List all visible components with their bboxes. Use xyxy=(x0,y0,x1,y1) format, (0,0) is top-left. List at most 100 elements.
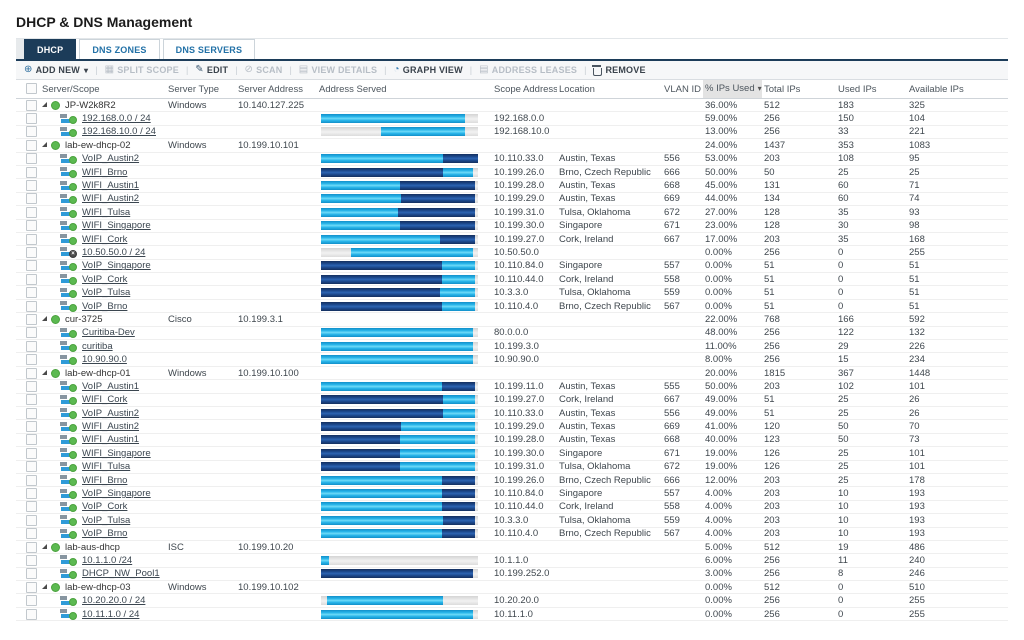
scope-link[interactable]: 192.168.0.0 / 24 xyxy=(82,113,151,125)
row-checkbox[interactable] xyxy=(26,233,37,245)
scope-link[interactable]: 192.168.10.0 / 24 xyxy=(82,126,156,138)
row-checkbox[interactable] xyxy=(26,273,37,285)
tree-collapse-icon[interactable] xyxy=(42,142,47,148)
scope-link[interactable]: Curitiba-Dev xyxy=(82,327,135,339)
row-checkbox[interactable] xyxy=(26,447,37,459)
tab-dns-servers[interactable]: DNS SERVERS xyxy=(162,39,256,60)
row-checkbox[interactable] xyxy=(26,528,37,540)
row-checkbox[interactable] xyxy=(26,367,37,379)
scope-link[interactable]: VoIP_Austin1 xyxy=(82,380,140,392)
scope-link[interactable]: 10.50.50.0 / 24 xyxy=(82,246,146,258)
scope-link[interactable]: VoIP_Austin2 xyxy=(82,153,140,165)
scope-link[interactable]: WIFI_Austin1 xyxy=(82,180,140,192)
column-header-server-scope[interactable]: Server/Scope xyxy=(42,83,100,95)
tab-dhcp[interactable]: DHCP xyxy=(24,39,77,60)
column-header-server-address[interactable]: Server Address xyxy=(238,83,303,95)
row-checkbox[interactable] xyxy=(26,514,37,526)
row-checkbox[interactable] xyxy=(26,313,37,325)
scope-link[interactable]: WIFI_Cork xyxy=(82,233,128,245)
scope-link[interactable]: VoIP_Tulsa xyxy=(82,514,131,526)
row-checkbox[interactable] xyxy=(26,113,37,125)
row-checkbox[interactable] xyxy=(26,126,37,138)
scope-link[interactable]: VoIP_Austin2 xyxy=(82,407,140,419)
row-checkbox[interactable] xyxy=(26,461,37,473)
tree-collapse-icon[interactable] xyxy=(42,544,47,550)
scope-link[interactable]: WIFI_Austin2 xyxy=(82,421,140,433)
scope-link[interactable]: 10.1.1.0 /24 xyxy=(82,554,133,566)
row-checkbox[interactable] xyxy=(26,434,37,446)
row-checkbox[interactable] xyxy=(26,220,37,232)
row-checkbox[interactable] xyxy=(26,180,37,192)
scope-link[interactable]: VoIP_Tulsa xyxy=(82,287,131,299)
tree-collapse-icon[interactable] xyxy=(42,584,47,590)
tree-collapse-icon[interactable] xyxy=(42,316,47,322)
scope-link[interactable]: WIFI_Singapore xyxy=(82,220,151,232)
column-header-ips-used[interactable]: % IPs Used ▾ xyxy=(703,80,762,98)
remove-button[interactable]: REMOVE xyxy=(592,64,645,76)
row-checkbox[interactable] xyxy=(26,300,37,312)
column-header-vlan-id[interactable]: VLAN ID xyxy=(664,83,701,95)
add-new-button[interactable]: ⊕ ADD NEW ▾ xyxy=(24,65,88,76)
scope-link[interactable]: VoIP_Brno xyxy=(82,528,128,540)
row-checkbox[interactable] xyxy=(26,139,37,151)
tree-collapse-icon[interactable] xyxy=(42,102,47,108)
row-checkbox[interactable] xyxy=(26,394,37,406)
row-checkbox[interactable] xyxy=(26,421,37,433)
table-row-scope: 10.11.1.0 / 24 10.11.1.0 0.00% 256 0 255 xyxy=(16,608,1008,622)
scope-link[interactable]: WIFI_Cork xyxy=(82,394,128,406)
row-checkbox[interactable] xyxy=(26,153,37,165)
tab-dns-zones[interactable]: DNS ZONES xyxy=(79,39,160,60)
column-header-scope-address[interactable]: Scope Address xyxy=(494,83,557,95)
scope-link[interactable]: 10.90.90.0 xyxy=(82,354,127,366)
row-checkbox[interactable] xyxy=(26,407,37,419)
column-header-location[interactable]: Location xyxy=(559,83,595,95)
scope-link[interactable]: DHCP_NW_Pool1 xyxy=(82,568,160,580)
row-checkbox[interactable] xyxy=(26,501,37,513)
column-header-address-served[interactable]: Address Served xyxy=(319,83,387,95)
scope-link[interactable]: WIFI_Singapore xyxy=(82,447,151,459)
column-header-total-ips[interactable]: Total IPs xyxy=(764,83,801,95)
row-checkbox[interactable] xyxy=(26,595,37,607)
row-checkbox[interactable] xyxy=(26,354,37,366)
scope-link[interactable]: VoIP_Cork xyxy=(82,501,128,513)
row-checkbox[interactable] xyxy=(26,541,37,553)
row-checkbox[interactable] xyxy=(26,166,37,178)
row-checkbox[interactable] xyxy=(26,380,37,392)
row-checkbox[interactable] xyxy=(26,327,37,339)
table-row-scope: VoIP_Brno 10.110.4.0 Brno, Czech Republic 5… xyxy=(16,528,1008,541)
scope-link[interactable]: 10.20.20.0 / 24 xyxy=(82,595,146,607)
select-all-checkbox[interactable] xyxy=(26,83,37,95)
tree-collapse-icon[interactable] xyxy=(42,370,47,375)
scope-link[interactable]: WIFI_Brno xyxy=(82,474,128,486)
scope-link[interactable]: WIFI_Brno xyxy=(82,166,128,178)
scope-link[interactable]: WIFI_Austin1 xyxy=(82,434,140,446)
edit-button[interactable]: ✎ EDIT xyxy=(195,65,228,76)
row-checkbox[interactable] xyxy=(26,99,37,111)
scope-link[interactable]: 10.11.1.0 / 24 xyxy=(82,608,140,620)
scope-link[interactable]: WIFI_Tulsa xyxy=(82,206,131,218)
row-checkbox[interactable] xyxy=(26,206,37,218)
scope-link[interactable]: WIFI_Tulsa xyxy=(82,461,131,473)
scope-link[interactable]: VoIP_Cork xyxy=(82,273,128,285)
row-checkbox[interactable] xyxy=(26,608,37,620)
row-checkbox[interactable] xyxy=(26,488,37,500)
column-header-available-ips[interactable]: Available IPs xyxy=(909,83,964,95)
scope-link[interactable]: curitiba xyxy=(82,340,113,352)
row-checkbox[interactable] xyxy=(26,340,37,352)
scope-link[interactable]: WIFI_Austin2 xyxy=(82,193,140,205)
row-checkbox[interactable] xyxy=(26,581,37,593)
row-checkbox[interactable] xyxy=(26,260,37,272)
row-checkbox[interactable] xyxy=(26,287,37,299)
graph-view-button[interactable]: ◔ GRAPH VIEW xyxy=(394,65,463,76)
row-checkbox[interactable] xyxy=(26,474,37,486)
row-checkbox[interactable] xyxy=(26,554,37,566)
column-header-used-ips[interactable]: Used IPs xyxy=(838,83,877,95)
row-checkbox[interactable] xyxy=(26,246,37,258)
column-header-server-type[interactable]: Server Type xyxy=(168,83,220,95)
row-checkbox[interactable] xyxy=(26,568,37,580)
scope-link[interactable]: VoIP_Brno xyxy=(82,300,128,312)
location-cell: Brno, Czech Republic xyxy=(559,166,651,178)
scope-link[interactable]: VoIP_Singapore xyxy=(82,488,151,500)
row-checkbox[interactable] xyxy=(26,193,37,205)
scope-link[interactable]: VoIP_Singapore xyxy=(82,260,151,272)
